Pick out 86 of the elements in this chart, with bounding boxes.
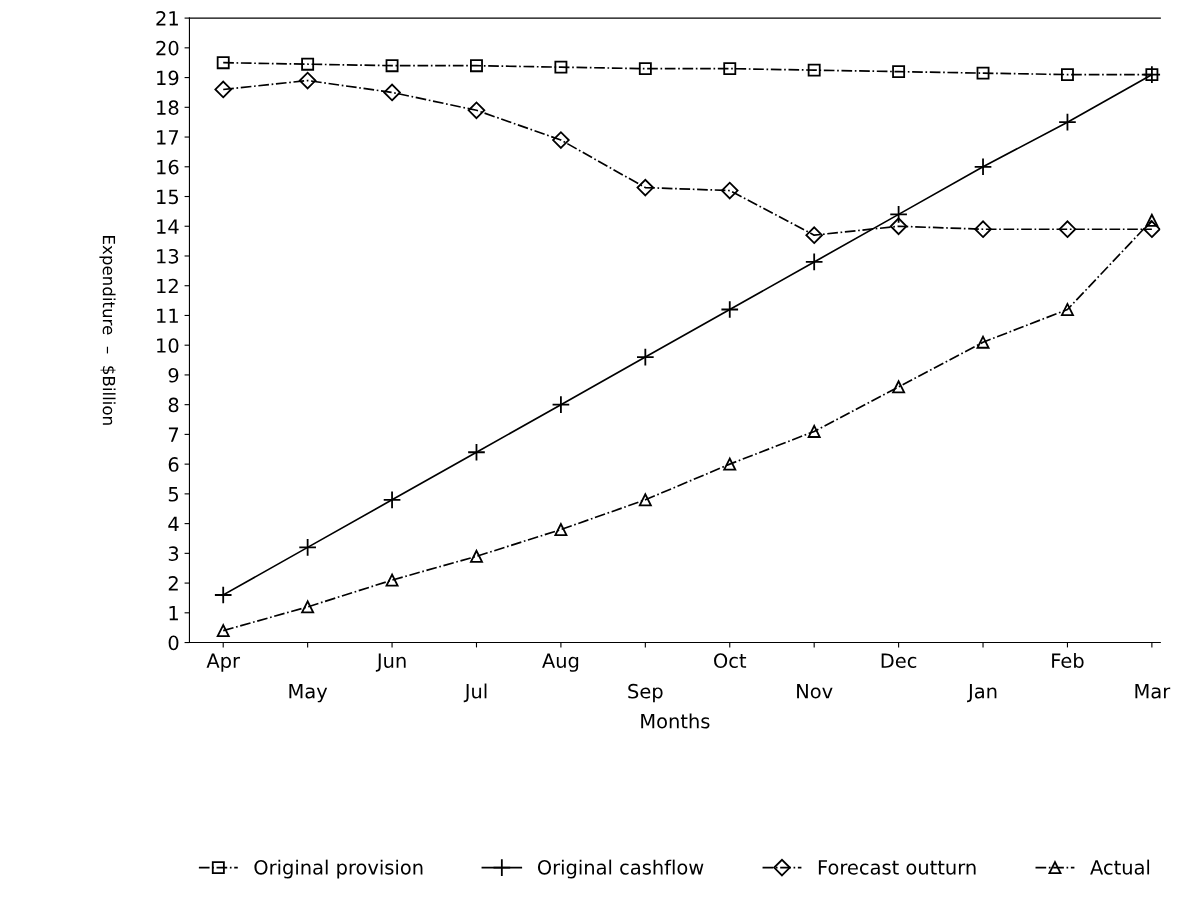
x-tick-label: Dec: [881, 653, 917, 669]
x-axis-title: Months: [641, 713, 710, 729]
point: [723, 62, 737, 76]
y-tick-label: 16: [157, 159, 179, 175]
y-tick-label: 20: [156, 40, 179, 56]
point: [554, 60, 568, 74]
point: [974, 220, 992, 238]
point: [976, 335, 990, 349]
y-tick-label: 15: [157, 189, 179, 205]
y-tick-label: 12: [157, 278, 178, 294]
x-tick-label: Jun: [375, 653, 406, 672]
y-tick-label: 17: [157, 130, 179, 145]
point: [467, 443, 486, 462]
point: [889, 205, 908, 224]
point: [889, 217, 908, 236]
y-tick-label: 6: [168, 457, 179, 472]
x-tick-label: Jul: [463, 683, 487, 703]
point: [636, 178, 655, 197]
point: [636, 347, 655, 367]
y-tick-label: 21: [156, 11, 178, 26]
x-tick-label: May: [289, 684, 328, 703]
legend-label: Actual: [1090, 859, 1150, 875]
point: [213, 585, 233, 605]
point: [216, 624, 230, 638]
x-tick-label: Sep: [628, 683, 663, 703]
point: [807, 424, 821, 438]
point: [385, 573, 399, 587]
point: [892, 380, 906, 394]
point: [470, 59, 483, 73]
point: [216, 56, 230, 70]
point: [551, 395, 571, 414]
y-tick-label: 1: [169, 606, 178, 621]
y-tick-label: 11: [157, 308, 178, 323]
y-tick-label: 19: [157, 70, 179, 86]
y-tick-label: 10: [157, 338, 179, 353]
point: [382, 490, 402, 510]
point: [1060, 68, 1074, 82]
y-tick-label: 9: [168, 367, 179, 383]
point: [1145, 213, 1159, 227]
x-tick-label: Jan: [967, 684, 997, 703]
x-tick-label: Nov: [797, 684, 833, 699]
point: [554, 523, 568, 537]
legend-label: Original provision: [254, 859, 423, 879]
point: [720, 181, 739, 200]
point: [301, 57, 315, 71]
y-axis-title: Expenditure – $Billion: [99, 236, 116, 425]
point: [805, 226, 823, 244]
point: [298, 71, 317, 90]
x-tick-label: Apr: [206, 653, 241, 672]
point: [720, 300, 739, 319]
legend-label: Original cashflow: [537, 859, 704, 879]
y-tick-label: 18: [157, 100, 179, 115]
y-tick-label: 0: [168, 635, 179, 651]
x-tick-label: Feb: [1052, 652, 1084, 669]
x-tick-label: Aug: [542, 653, 579, 672]
y-tick-label: 8: [168, 397, 179, 413]
point: [385, 59, 399, 73]
point: [892, 65, 906, 79]
x-tick-label: Oct: [714, 653, 747, 669]
point: [383, 83, 401, 102]
point: [1143, 220, 1161, 238]
y-tick-label: 3: [168, 546, 179, 562]
point: [298, 538, 317, 557]
x-tick-label: Mar: [1135, 684, 1171, 699]
y-tick-label: 4: [168, 516, 179, 531]
point: [976, 66, 990, 80]
y-tick-label: 14: [157, 219, 179, 234]
point: [552, 131, 570, 149]
y-tick-label: 5: [168, 487, 179, 502]
point: [301, 600, 315, 614]
point: [723, 457, 737, 471]
point: [1058, 112, 1077, 132]
y-tick-label: 7: [168, 427, 179, 442]
point: [638, 493, 652, 507]
point: [214, 80, 232, 99]
point: [1060, 303, 1074, 316]
point: [1058, 220, 1077, 238]
point: [804, 252, 824, 272]
point: [470, 549, 483, 563]
legend-label: Forecast outturn: [818, 860, 976, 875]
y-tick-label: 13: [157, 248, 179, 264]
point: [467, 101, 486, 120]
point: [638, 62, 652, 76]
point: [973, 157, 993, 177]
point: [807, 63, 821, 77]
y-tick-label: 2: [168, 576, 178, 591]
